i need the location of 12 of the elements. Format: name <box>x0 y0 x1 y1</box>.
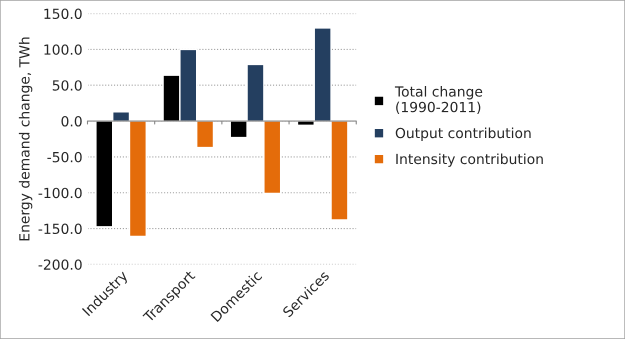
legend-label: Output contribution <box>396 128 531 141</box>
y-tick-label: 150.0 <box>44 8 82 20</box>
y-tick-label: -50.0 <box>47 152 82 162</box>
y-tick-label: 50.0 <box>52 80 82 91</box>
y-tick-label: -150.0 <box>38 224 82 234</box>
y-tick-label: -200.0 <box>38 259 82 270</box>
y-tick-label: 100.0 <box>44 44 82 55</box>
y-tick-label: -100.0 <box>38 188 82 198</box>
y-axis-title: Energy demand change, TWh <box>18 37 32 240</box>
legend-label: Total change (1990-2011) <box>394 86 482 114</box>
legend-label: Intensity contribution <box>396 153 543 167</box>
y-tick-label: 0.0 <box>61 116 82 127</box>
